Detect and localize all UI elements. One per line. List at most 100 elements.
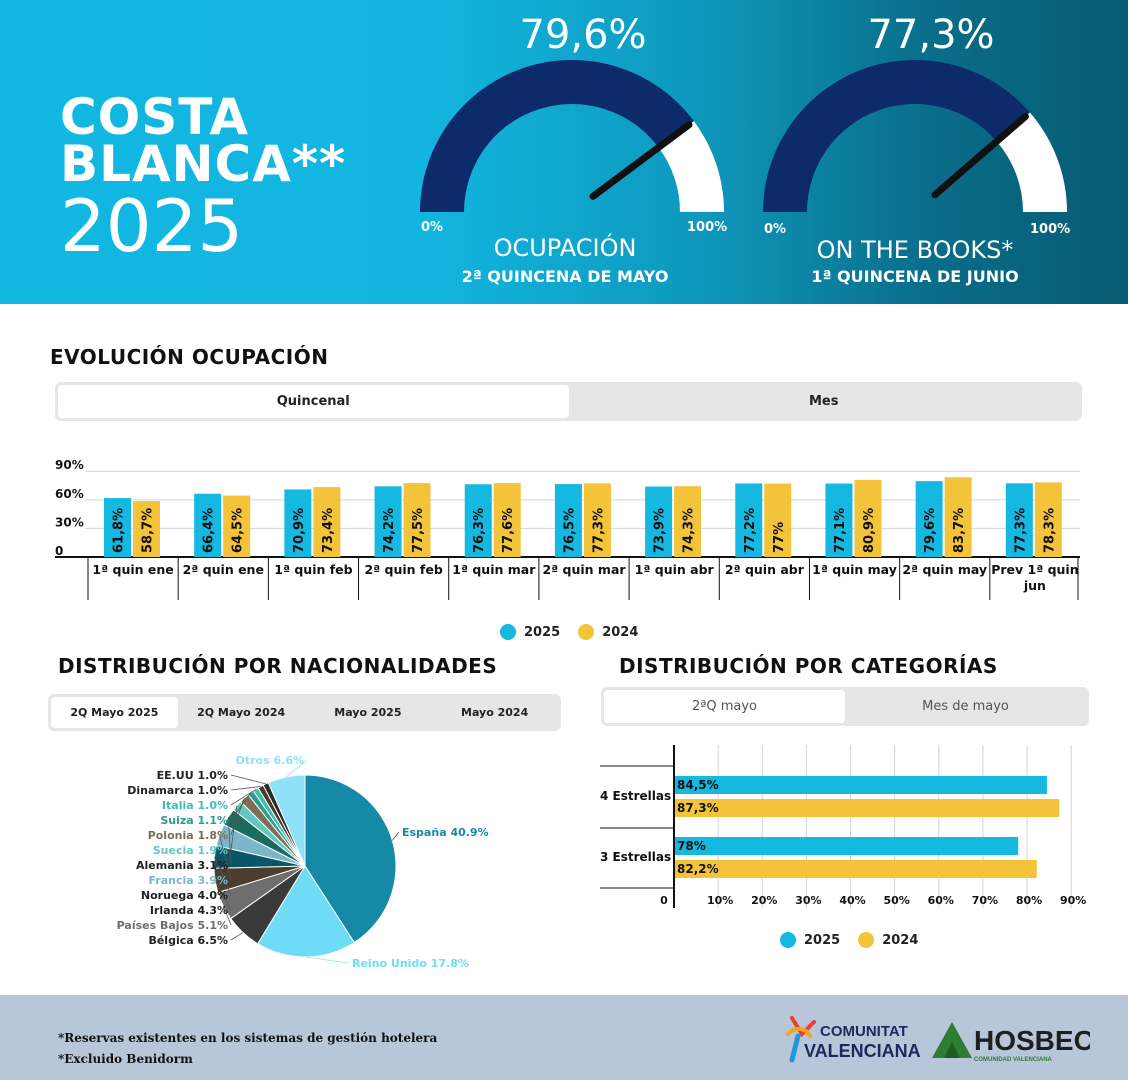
tab-mayo-2024[interactable]: Mayo 2024: [461, 706, 529, 719]
pie-slice-reinounido: [257, 865, 355, 958]
gauge-books-max: 100%: [1030, 222, 1071, 237]
x-tick-label: 80%: [1016, 894, 1042, 907]
pie-slice-label: Dinamarca 1.0%: [127, 784, 228, 797]
gauge-occupancy-max: 100%: [687, 220, 728, 235]
bar-data-label: 70,9%: [292, 508, 307, 553]
pie-leader-line: [214, 880, 232, 911]
bar-data-label: 58,7%: [141, 508, 156, 553]
x-tick-label: 2ª quin feb: [364, 562, 442, 577]
comunitat-valenciana-logo: COMUNITAT VALENCIANA: [786, 1016, 921, 1063]
bar-2024: [223, 495, 251, 557]
category-label: 3 Estrellas: [600, 850, 671, 864]
pie-slice-label: España 40.9%: [402, 826, 489, 839]
pie-slice-label: Italia 1.0%: [162, 799, 228, 812]
legend-label-2025: 2025: [804, 932, 841, 948]
tab-mes-de-mayo[interactable]: Mes de mayo: [922, 699, 1009, 714]
pie-slice-label: Polonia 1.8%: [148, 829, 228, 842]
x-tick-label: 1ª quin abr: [635, 562, 715, 577]
bar-2024: [133, 501, 160, 557]
bar-data-label: 78,3%: [1042, 508, 1057, 553]
bar-2024: [583, 483, 611, 557]
bar-data-label: 77,1%: [833, 508, 848, 553]
legend-item-2025: 2025: [780, 932, 840, 948]
categorias-legend: 2025 2024: [780, 932, 918, 948]
bar-data-label: 61,8%: [112, 508, 127, 553]
bar-2024: [674, 486, 702, 557]
bar-data-label: 77%: [772, 522, 787, 553]
gauge-occupancy-title: OCUPACIÓN: [493, 234, 637, 262]
pie-leader-line: [214, 856, 232, 896]
gauge-fill-arc: [420, 59, 694, 212]
pie-leader-line: [230, 786, 261, 791]
bar-2024: [764, 483, 792, 557]
bar-2024: [944, 477, 972, 557]
brand-line1: COSTA: [60, 88, 250, 146]
tab-quincenal[interactable]: Quincenal: [58, 385, 569, 418]
bar-2024: [313, 487, 341, 557]
tab-mes[interactable]: Mes: [809, 394, 839, 409]
y-tick-label: 60%: [55, 487, 84, 501]
y-tick-label: 0: [55, 544, 63, 558]
x-tick-label: jun: [1023, 578, 1046, 593]
logo-cv-line2: VALENCIANA: [804, 1041, 921, 1061]
bar-2025: [194, 493, 222, 557]
x-tick-label: 0: [660, 894, 668, 907]
gauge-books: [763, 60, 1067, 213]
pie-slice-label: Bélgica 6.5%: [148, 934, 228, 947]
pie-leader-line: [391, 831, 400, 841]
hbar-data-label: 87,3%: [677, 801, 719, 815]
footnote-reservas: *Reservas existentes en los sistemas de …: [58, 1031, 438, 1045]
y-tick-label: 90%: [55, 458, 84, 472]
gauge-occupancy-subtitle: 2ª QUINCENA DE MAYO: [461, 267, 669, 286]
tab-2q-mayo-2025[interactable]: 2Q Mayo 2025: [51, 697, 178, 728]
pie-slice-label: Suecia 1.9%: [153, 844, 228, 857]
tab-mayo-2025[interactable]: Mayo 2025: [334, 706, 402, 719]
legend-label-2024: 2024: [882, 932, 919, 948]
bar-data-label: 77,6%: [501, 508, 516, 553]
hbar-data-label: 82,2%: [677, 862, 719, 876]
y-tick-label: 30%: [55, 515, 84, 529]
gauge-books-title: ON THE BOOKS*: [816, 236, 1014, 264]
tab-2q-mayo[interactable]: 2ªQ mayo: [604, 690, 845, 723]
gauge-needle: [931, 112, 1029, 199]
hbar-2025: [675, 776, 1047, 794]
hbar-data-label: 78%: [677, 839, 706, 853]
bar-data-label: 83,7%: [952, 508, 967, 553]
legend-item-2024: 2024: [858, 932, 918, 948]
legend-item-2024: 2024: [578, 624, 638, 640]
gauge-rest-arc: [996, 112, 1067, 212]
bar-data-label: 74,2%: [382, 508, 397, 553]
pie-leader-line: [230, 789, 256, 806]
pie-slice-label: Irlanda 4.3%: [150, 904, 228, 917]
legend-label-2024: 2024: [602, 624, 639, 640]
categorias-title: DISTRIBUCIÓN POR CATEGORÍAS: [619, 654, 998, 678]
bar-data-label: 79,6%: [923, 508, 938, 553]
pie-slice-label: Otros 6.6%: [236, 754, 304, 767]
bar-2024: [854, 479, 882, 557]
bar-data-label: 77,3%: [1013, 508, 1028, 553]
tab-2q-mayo-2024[interactable]: 2Q Mayo 2024: [197, 706, 286, 719]
legend-swatch-2024: [578, 624, 595, 640]
hbar-data-label: 84,5%: [677, 778, 719, 792]
logo-cv-line1: COMUNITAT: [820, 1023, 908, 1040]
x-tick-label: 1ª quin mar: [452, 562, 536, 577]
bar-data-label: 76,5%: [562, 508, 577, 553]
pie-leader-line: [306, 956, 350, 964]
header-banner: COSTA BLANCA** 2025 79,6% 0% 100% OCUPAC…: [0, 0, 1128, 304]
bar-2025: [1005, 483, 1033, 557]
pie-leader-line: [227, 816, 232, 866]
hosbec-logo: HOSBEC COMUNIDAD VALENCIANA: [932, 1022, 1090, 1063]
categorias-bar-chart: 0 10% 20% 30% 40% 50% 60% 70% 80% 90% 4 Estrellas 8…: [600, 745, 1086, 908]
pie-leader-line: [222, 905, 232, 926]
pie-leader-line: [286, 759, 308, 778]
bar-data-label: 73,9%: [653, 508, 668, 553]
gauge-needle: [589, 121, 693, 200]
bar-2025: [464, 484, 492, 557]
pie-slice-label: Noruega 4.0%: [141, 889, 228, 902]
evolucion-title: EVOLUCIÓN OCUPACIÓN: [50, 345, 329, 369]
bar-data-label: 64,5%: [231, 508, 246, 553]
bar-2025: [645, 486, 673, 557]
x-tick-label: 2ª quin may: [902, 562, 987, 577]
nacionalidades-title: DISTRIBUCIÓN POR NACIONALIDADES: [58, 654, 498, 678]
categorias-tabs: 2ªQ mayo Mes de mayo: [601, 687, 1089, 726]
